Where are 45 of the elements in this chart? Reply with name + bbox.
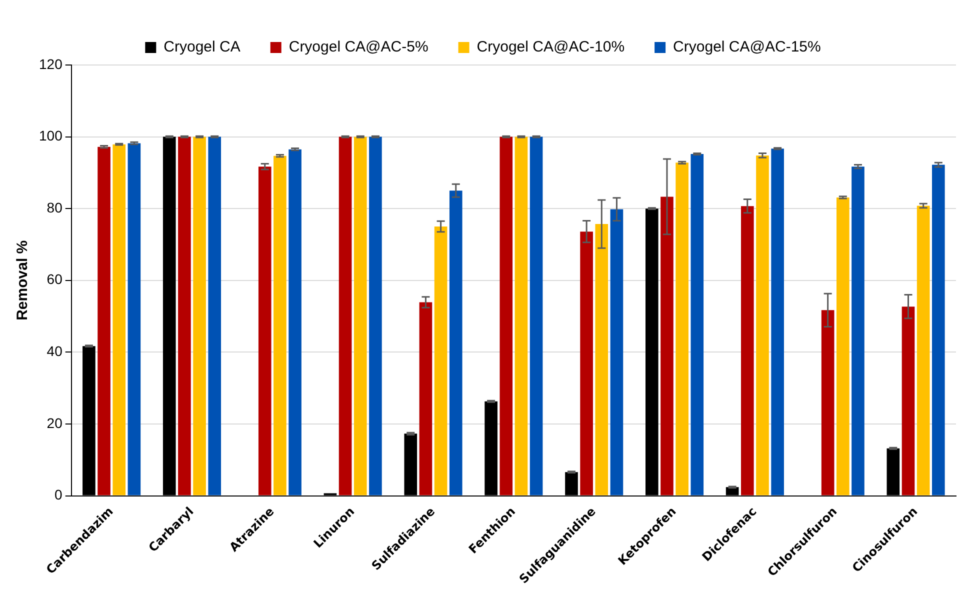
- bar: [514, 136, 528, 496]
- bar: [434, 226, 448, 496]
- y-tick-label: 80: [46, 199, 63, 216]
- y-axis-title: Removal %: [14, 240, 32, 320]
- bar: [128, 143, 141, 496]
- bar: [98, 146, 110, 496]
- legend-label: Cryogel CA: [164, 38, 240, 56]
- legend-label: Cryogel CA@AC-5%: [288, 38, 428, 56]
- bar: [258, 166, 272, 496]
- bar: [595, 224, 608, 496]
- y-tick-label: 120: [39, 56, 63, 72]
- bar: [771, 148, 784, 496]
- bar: [338, 136, 352, 496]
- y-tick-label: 40: [46, 343, 63, 360]
- y-tick-label: 20: [46, 414, 63, 431]
- bar: [852, 166, 864, 496]
- y-tick-label: 0: [54, 486, 63, 503]
- bar: [610, 209, 624, 496]
- bar: [288, 149, 302, 496]
- bar: [208, 136, 222, 496]
- bar: [193, 136, 206, 496]
- bar: [449, 190, 462, 496]
- bar: [530, 136, 543, 496]
- bar: [902, 306, 915, 496]
- bar: [676, 162, 688, 496]
- bar: [690, 154, 704, 496]
- bar: [821, 310, 834, 496]
- bar: [369, 136, 382, 496]
- y-tick-label: 60: [46, 271, 63, 288]
- bar: [580, 232, 593, 496]
- bar: [916, 206, 930, 496]
- bar: [932, 164, 945, 496]
- bar: [836, 197, 850, 496]
- bar: [178, 136, 191, 496]
- bar: [740, 206, 754, 496]
- legend-label: Cryogel CA@AC-15%: [673, 38, 821, 56]
- bar: [274, 156, 286, 496]
- bar: [419, 302, 432, 496]
- bar: [756, 155, 769, 496]
- bar: [354, 136, 367, 496]
- y-tick-label: 100: [39, 128, 63, 144]
- bar: [660, 196, 674, 496]
- bar: [500, 136, 513, 496]
- bar: [112, 144, 126, 496]
- legend-label: Cryogel CA@AC-10%: [476, 38, 625, 56]
